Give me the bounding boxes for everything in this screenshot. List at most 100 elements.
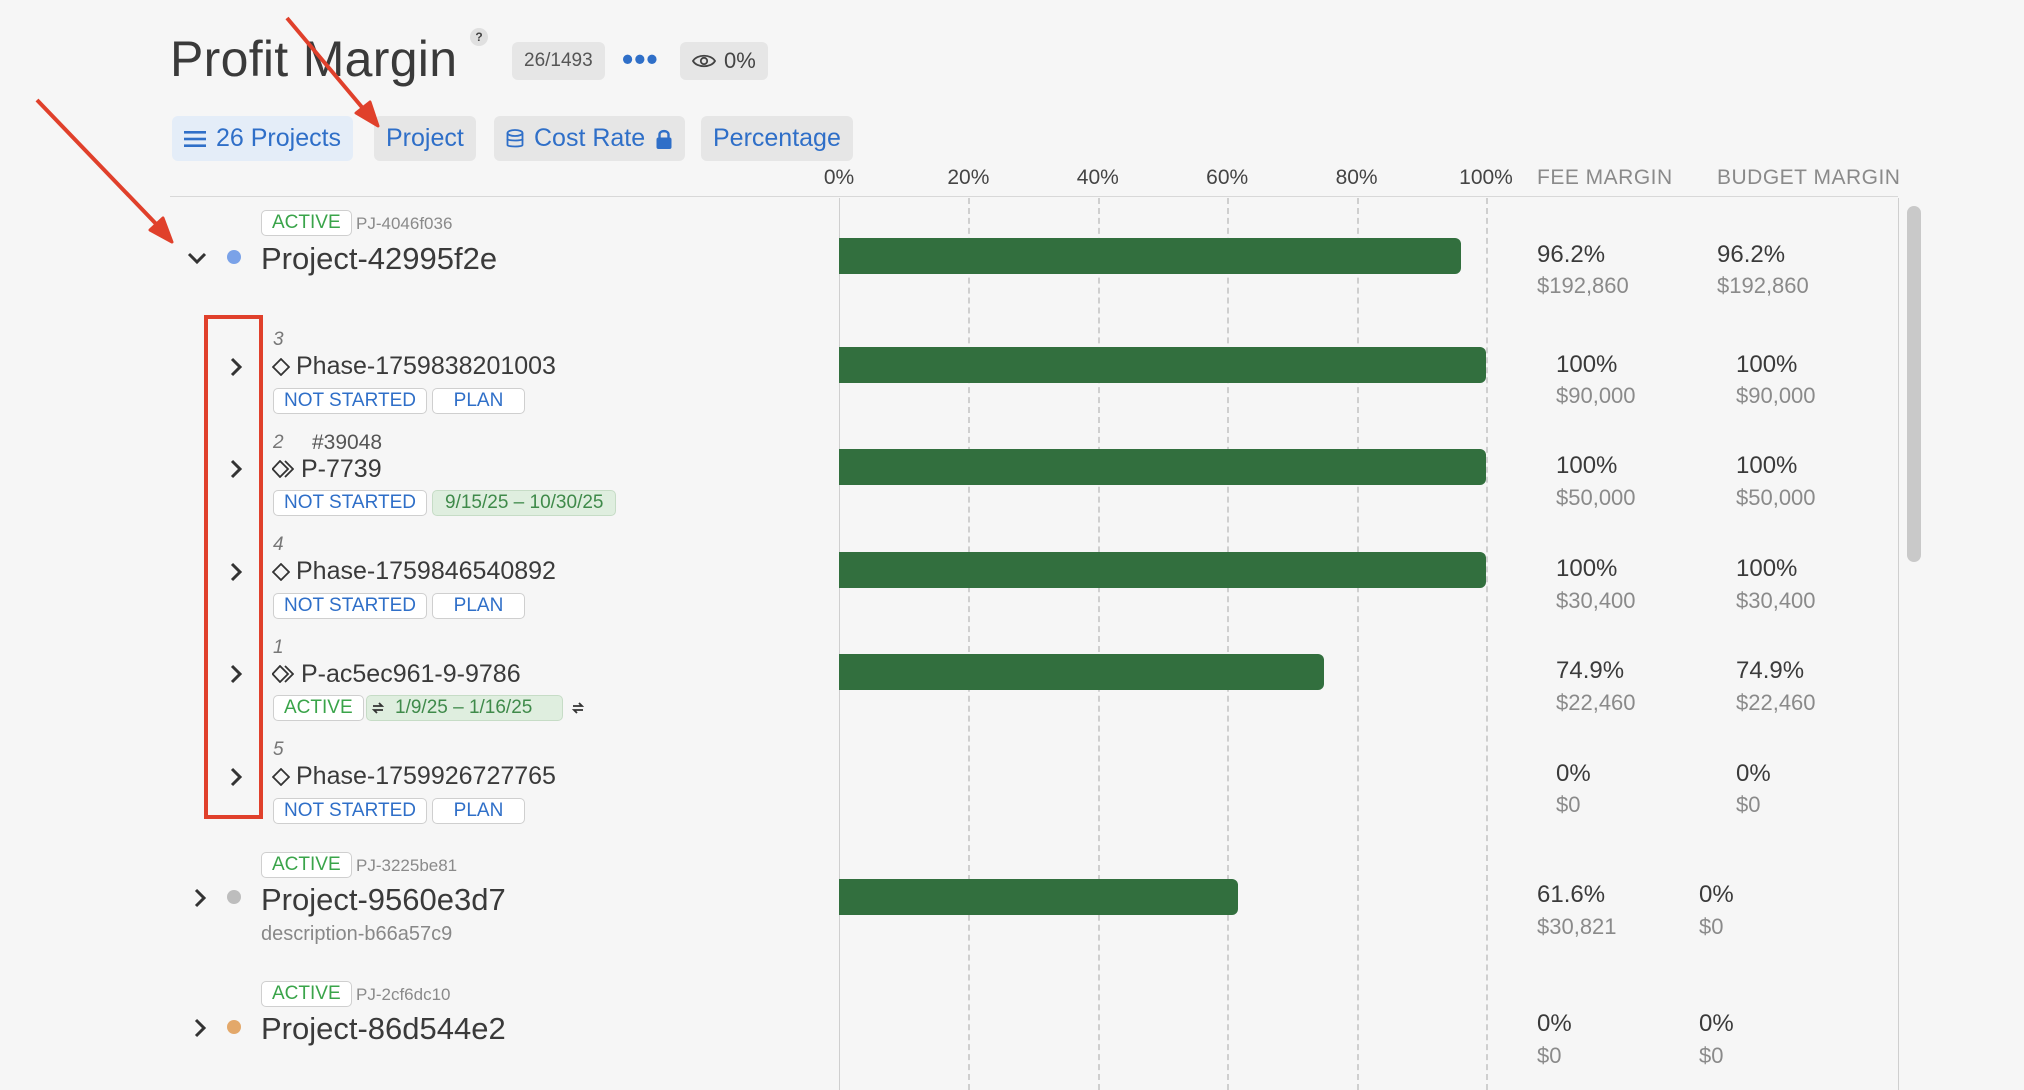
fee-margin-pct: 100%: [1556, 351, 1618, 378]
chevron-right-icon[interactable]: [187, 1015, 213, 1041]
fee-margin-pct: 0%: [1556, 760, 1591, 787]
project-color-dot: [227, 1020, 241, 1034]
margin-bar[interactable]: [839, 449, 1486, 485]
recurring-icon: [371, 702, 385, 714]
page-title: Profit Margin: [170, 31, 458, 87]
phase-order-number: 4: [273, 534, 284, 555]
annotation-highlight-box: [204, 315, 263, 819]
table-right-border: [1898, 198, 1899, 1090]
visibility-value: 0%: [724, 48, 756, 73]
projects-count-label: 26 Projects: [216, 124, 342, 152]
fee-margin-amount: $50,000: [1556, 485, 1636, 510]
scrollbar-thumb[interactable]: [1907, 206, 1921, 562]
cost-rate-button[interactable]: Cost Rate: [494, 116, 686, 161]
phase-name[interactable]: Phase-1759838201003: [296, 352, 556, 380]
margin-bar[interactable]: [839, 879, 1238, 915]
budget-margin-amount: $22,460: [1736, 690, 1816, 715]
phase-status-badge: NOT STARTED: [273, 388, 427, 414]
chevron-down-icon[interactable]: [184, 245, 210, 271]
phase-status-badge: ACTIVE: [273, 695, 364, 721]
fee-margin-pct: 0%: [1537, 1010, 1572, 1037]
budget-margin-amount: $30,400: [1736, 588, 1816, 613]
chevron-right-icon[interactable]: [223, 764, 249, 790]
axis-tick-label: 100%: [1459, 166, 1513, 189]
fee-margin-pct: 96.2%: [1537, 241, 1606, 268]
phase-reference: #39048: [312, 431, 383, 454]
project-status-badge: ACTIVE: [261, 210, 352, 236]
margin-bar[interactable]: [839, 347, 1486, 383]
chevron-right-icon[interactable]: [223, 559, 249, 585]
budget-margin-pct: 100%: [1736, 351, 1798, 378]
project-id: PJ-2cf6dc10: [356, 985, 451, 1004]
project-status-badge: ACTIVE: [261, 852, 352, 878]
phase-name[interactable]: P-7739: [301, 455, 382, 483]
lock-icon: [656, 129, 672, 149]
budget-margin-amount: $50,000: [1736, 485, 1816, 510]
chevron-right-icon[interactable]: [223, 354, 249, 380]
axis-tick-label: 40%: [1076, 166, 1119, 189]
fee-margin-amount: $0: [1537, 1043, 1562, 1068]
budget-margin-pct: 0%: [1699, 1010, 1734, 1037]
project-id: PJ-4046f036: [356, 214, 453, 233]
fee-margin-amount: $22,460: [1556, 690, 1636, 715]
phase-name[interactable]: Phase-1759846540892: [296, 557, 556, 585]
project-name[interactable]: Project-9560e3d7: [261, 882, 506, 917]
phase-date-range[interactable]: 9/15/25 – 10/30/25: [432, 490, 617, 516]
fee-margin-amount: $90,000: [1556, 383, 1636, 408]
projects-list-button[interactable]: 26 Projects: [172, 116, 354, 161]
more-options-icon[interactable]: •••: [622, 41, 659, 77]
phase-name[interactable]: P-ac5ec961-9-9786: [301, 660, 521, 688]
fee-margin-amount: $192,860: [1537, 273, 1629, 298]
phase-tag-badge: PLAN: [432, 798, 525, 824]
phase-status-badge: NOT STARTED: [273, 593, 427, 619]
visibility-toggle[interactable]: 0%: [680, 42, 768, 80]
database-icon: [506, 128, 524, 147]
phase-status-badge: NOT STARTED: [273, 798, 427, 824]
fee-margin-amount: $30,821: [1537, 914, 1617, 939]
axis-tick-label: 60%: [1206, 166, 1249, 189]
project-name[interactable]: Project-86d544e2: [261, 1011, 506, 1046]
axis-baseline: [839, 198, 840, 1090]
budget-margin-header[interactable]: BUDGET MARGIN: [1717, 166, 1901, 189]
margin-bar[interactable]: [839, 654, 1324, 690]
help-icon[interactable]: ?: [470, 28, 488, 46]
fee-margin-pct: 61.6%: [1537, 881, 1606, 908]
phase-date-range[interactable]: 1/9/25 – 1/16/25: [366, 695, 564, 721]
chevron-right-icon[interactable]: [187, 885, 213, 911]
axis-tick-label: 20%: [947, 166, 990, 189]
budget-margin-amount: $0: [1699, 1043, 1724, 1068]
chevron-right-icon[interactable]: [223, 456, 249, 482]
margin-bar[interactable]: [839, 552, 1486, 588]
budget-margin-amount: $192,860: [1717, 273, 1809, 298]
fee-margin-pct: 100%: [1556, 555, 1618, 582]
phase-date-text: 1/9/25 – 1/16/25: [395, 697, 533, 718]
budget-margin-pct: 96.2%: [1717, 241, 1786, 268]
fee-margin-header[interactable]: FEE MARGIN: [1537, 166, 1673, 189]
recurring-icon: [571, 702, 585, 714]
margin-bar[interactable]: [839, 238, 1462, 274]
chevron-right-icon[interactable]: [223, 661, 249, 687]
fee-margin-pct: 74.9%: [1556, 657, 1625, 684]
axis-tick-label: 0%: [823, 166, 855, 189]
header-divider: [170, 196, 1898, 197]
phase-order-number: 2: [273, 432, 284, 453]
double-diamond-icon: [272, 665, 294, 683]
project-count-badge: 26/1493: [512, 42, 605, 80]
axis-tick-label: 80%: [1335, 166, 1378, 189]
project-filter-button[interactable]: Project: [374, 116, 476, 161]
percentage-toggle-button[interactable]: Percentage: [701, 116, 853, 161]
phase-tag-badge: PLAN: [432, 388, 525, 414]
fee-margin-amount: $0: [1556, 792, 1581, 817]
double-diamond-icon: [272, 460, 294, 478]
project-color-dot: [227, 890, 241, 904]
phase-name[interactable]: Phase-1759926727765: [296, 762, 556, 790]
fee-margin-amount: $30,400: [1556, 588, 1636, 613]
project-description: description-b66a57c9: [261, 923, 453, 945]
project-name[interactable]: Project-42995f2e: [261, 241, 498, 276]
gridline: [1356, 198, 1359, 1090]
eye-icon: [692, 54, 716, 68]
list-icon: [184, 130, 206, 147]
budget-margin-pct: 100%: [1736, 555, 1798, 582]
cost-rate-label: Cost Rate: [534, 124, 646, 152]
